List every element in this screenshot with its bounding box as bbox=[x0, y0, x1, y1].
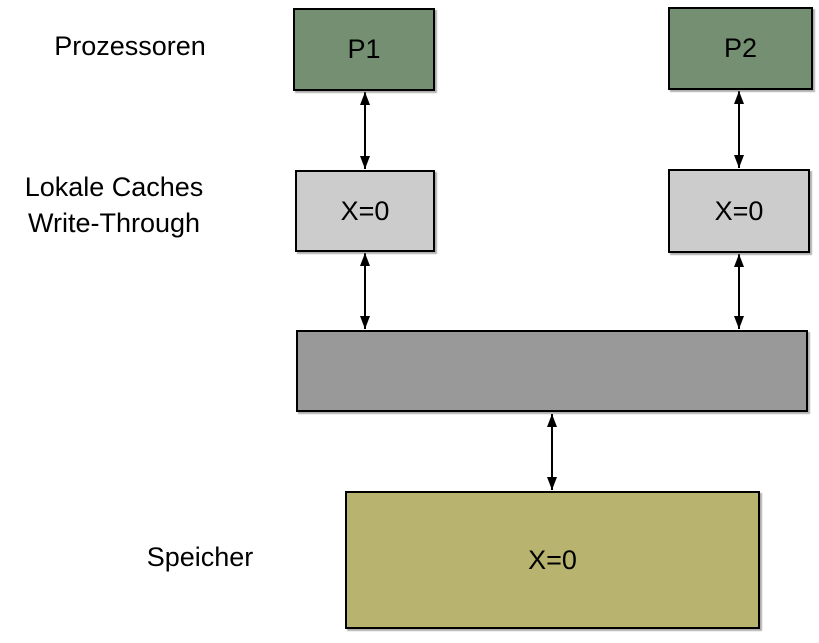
processor-p2-label: P2 bbox=[723, 33, 758, 63]
label-prozessoren: Prozessoren bbox=[54, 31, 206, 61]
cache-p2-value: X=0 bbox=[714, 195, 764, 226]
memory-value: X=0 bbox=[528, 544, 577, 575]
label-lokale-caches: Lokale Caches Write-Through bbox=[4, 169, 224, 241]
processor-p1-box: P1 bbox=[293, 8, 435, 91]
processor-p2-box: P2 bbox=[668, 7, 813, 90]
cache-p2-box: X=0 bbox=[668, 169, 810, 253]
cache-p1-value: X=0 bbox=[340, 195, 390, 226]
label-write-through-line2: Write-Through bbox=[27, 208, 201, 238]
bus-bar bbox=[296, 330, 808, 412]
cache-p1-box: X=0 bbox=[295, 170, 435, 252]
memory-box: X=0 bbox=[345, 491, 760, 629]
label-lokale-caches-line1: Lokale Caches bbox=[24, 172, 204, 202]
label-speicher: Speicher bbox=[146, 542, 254, 572]
processor-p1-label: P1 bbox=[347, 34, 381, 64]
